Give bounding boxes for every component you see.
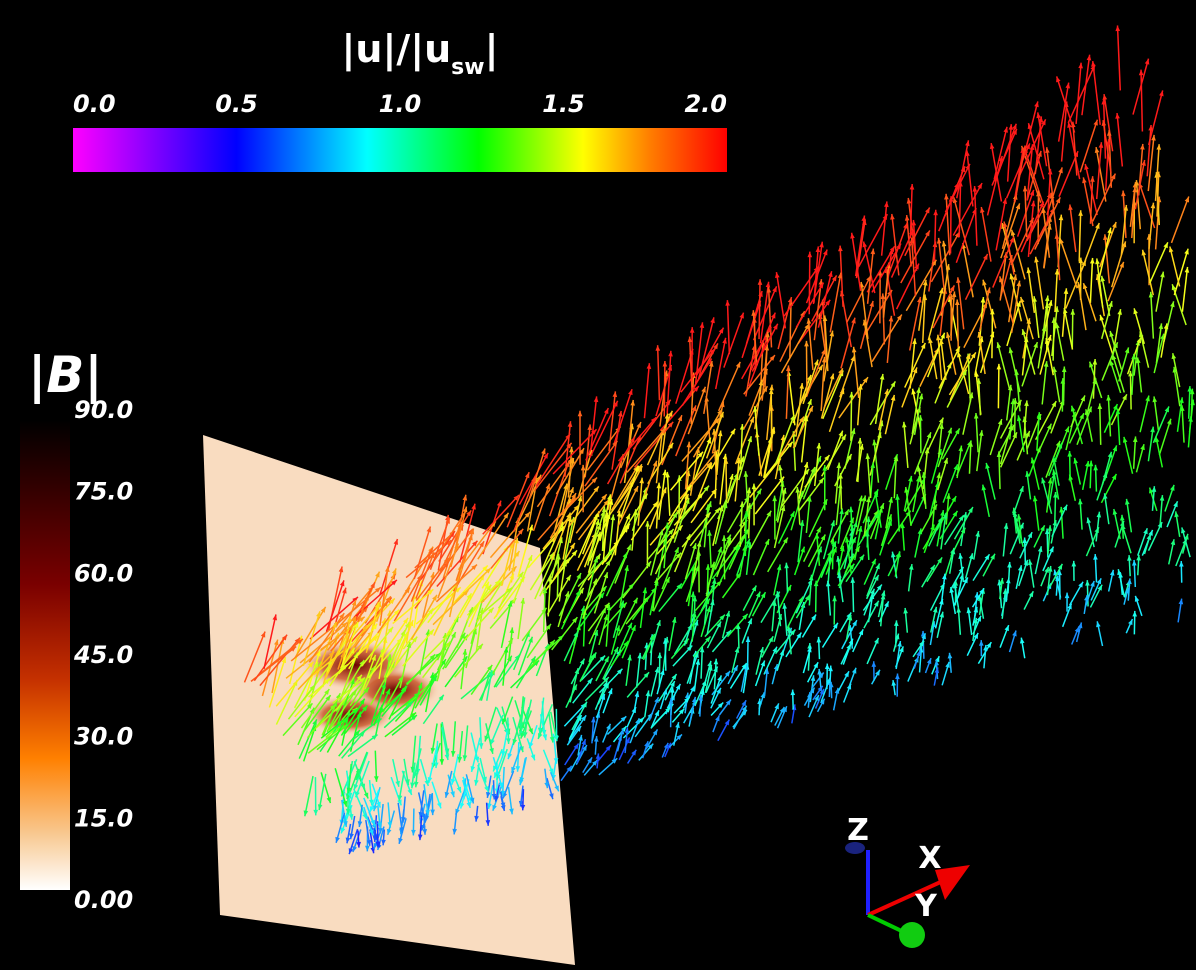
velocity-colorbar — [73, 128, 727, 172]
x-label: X — [918, 841, 941, 876]
y-label: Y — [914, 889, 938, 924]
field-colorbar — [20, 420, 70, 890]
arrow-shaft — [726, 458, 727, 499]
field-tick-label: 75.0 — [74, 478, 133, 506]
field-tick-label: 90.0 — [74, 396, 133, 424]
arrow-shaft — [1130, 371, 1131, 410]
velocity-tick-label: 1.0 — [379, 90, 422, 118]
visualization: |u|/|usw| 0.00.51.01.52.0 |B| 90.075.060… — [0, 0, 1196, 970]
arrow-shaft — [1100, 403, 1101, 444]
velocity-tick-label: 0.5 — [215, 90, 258, 118]
arrow-shaft — [759, 279, 760, 339]
z-label: Z — [847, 813, 869, 848]
arrow-shaft — [851, 392, 852, 441]
arrow-shaft — [951, 196, 952, 253]
arrow-shaft — [1072, 309, 1073, 349]
velocity-tick-label: 0.0 — [73, 90, 116, 118]
arrow-shaft — [745, 511, 746, 556]
field-tick-label: 60.0 — [74, 559, 133, 587]
arrow-shaft — [664, 361, 665, 417]
arrow-shaft — [1063, 367, 1064, 406]
arrow-shaft — [1015, 398, 1016, 436]
field-tick-label: 45.0 — [73, 641, 133, 669]
arrow-shaft — [998, 364, 999, 408]
y-cone — [899, 922, 925, 948]
field-tick-label: 15.0 — [74, 804, 133, 832]
field-tick-label: 0.00 — [74, 886, 133, 914]
velocity-tick-label: 2.0 — [684, 90, 727, 118]
field-tick-label: 30.0 — [74, 723, 133, 751]
velocity-tick-label: 1.5 — [542, 90, 585, 118]
